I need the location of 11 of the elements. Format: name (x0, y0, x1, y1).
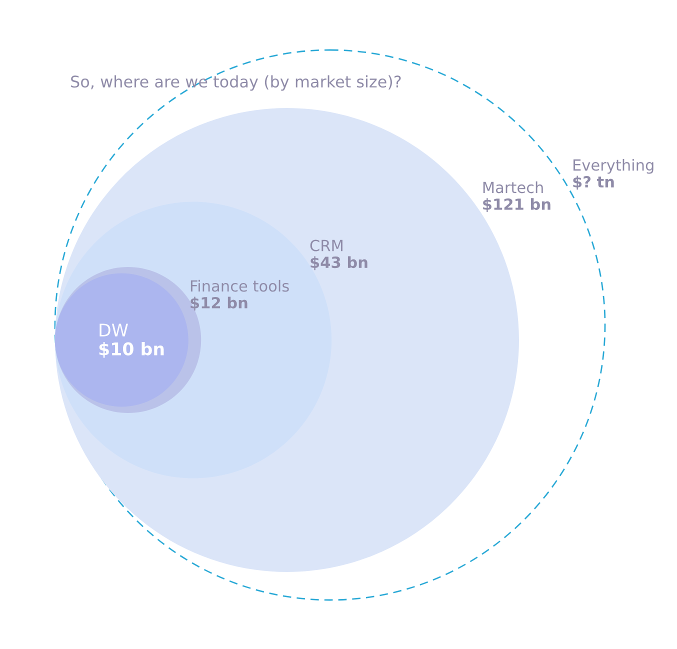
category-label: CRM (310, 240, 342, 252)
text: So, where are we today (by market size)? (71, 75, 401, 91)
category-label: Everything (574, 158, 654, 174)
category-label: Finance tools (190, 280, 289, 292)
category-label: DW (100, 324, 128, 336)
data-label: $121 bn (483, 198, 550, 212)
data-label: $10 bn (99, 342, 164, 358)
data-label: $? tn (573, 176, 614, 190)
data-label: $12 bn (190, 296, 248, 311)
data-label: $43 bn (310, 256, 368, 270)
category-label: Martech (483, 181, 543, 194)
